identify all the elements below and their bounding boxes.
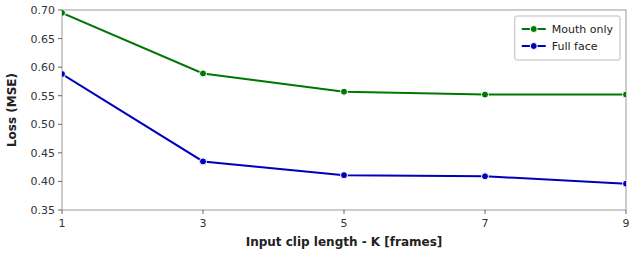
- data-area: [62, 10, 626, 187]
- point: [341, 172, 348, 179]
- y-tick-label: 0.35: [31, 204, 56, 217]
- x-tick: [62, 210, 63, 214]
- point: [200, 158, 207, 165]
- point: [62, 10, 66, 16]
- legend-marker: [530, 43, 537, 50]
- y-tick-label: 0.70: [31, 4, 56, 17]
- legend: Mouth only Full face: [515, 16, 620, 60]
- point: [482, 91, 489, 98]
- x-tick-label: 7: [482, 217, 489, 230]
- y-tick-label: 0.45: [31, 147, 56, 160]
- y-axis-label: Loss (MSE): [5, 73, 19, 147]
- point: [623, 180, 627, 187]
- y-tick: [58, 152, 62, 153]
- series: [62, 10, 626, 98]
- point: [200, 70, 207, 77]
- x-tick-label: 9: [623, 217, 630, 230]
- y-tick: [58, 10, 62, 11]
- x-tick-label: 1: [59, 217, 66, 230]
- y-tick: [58, 95, 62, 96]
- x-tick: [344, 210, 345, 214]
- y-tick: [58, 38, 62, 39]
- x-tick: [203, 210, 204, 214]
- point: [62, 71, 66, 78]
- y-tick-label: 0.65: [31, 33, 56, 46]
- point: [482, 173, 489, 180]
- y-tick: [58, 181, 62, 182]
- y-tick-label: 0.55: [31, 90, 56, 103]
- y-tick: [58, 67, 62, 68]
- chart: 0.35 0.40 0.45 0.50 0.55 0.60 0.65 0.70 1 3 5 7 9 Inp…: [0, 0, 640, 254]
- point: [341, 88, 348, 95]
- x-axis-label: Input clip length - K [frames]: [246, 235, 443, 249]
- legend-label: Mouth only: [552, 23, 614, 36]
- series-line: [62, 74, 626, 184]
- legend-box: [515, 16, 620, 60]
- y-tick: [58, 124, 62, 125]
- y-tick: [58, 210, 62, 211]
- x-tick: [626, 210, 627, 214]
- y-tick-label: 0.40: [31, 175, 56, 188]
- plot-frame: [62, 10, 626, 210]
- y-tick-label: 0.50: [31, 118, 56, 131]
- point: [623, 91, 627, 98]
- legend-label: Full face: [552, 40, 598, 53]
- legend-marker: [530, 26, 537, 33]
- y-tick-label: 0.60: [31, 61, 56, 74]
- x-tick: [485, 210, 486, 214]
- x-tick-label: 5: [341, 217, 348, 230]
- x-tick-label: 3: [200, 217, 207, 230]
- series: [62, 71, 626, 188]
- axes: 0.35 0.40 0.45 0.50 0.55 0.60 0.65 0.70 1 3 5 7 9: [31, 4, 630, 230]
- series-line: [62, 13, 626, 95]
